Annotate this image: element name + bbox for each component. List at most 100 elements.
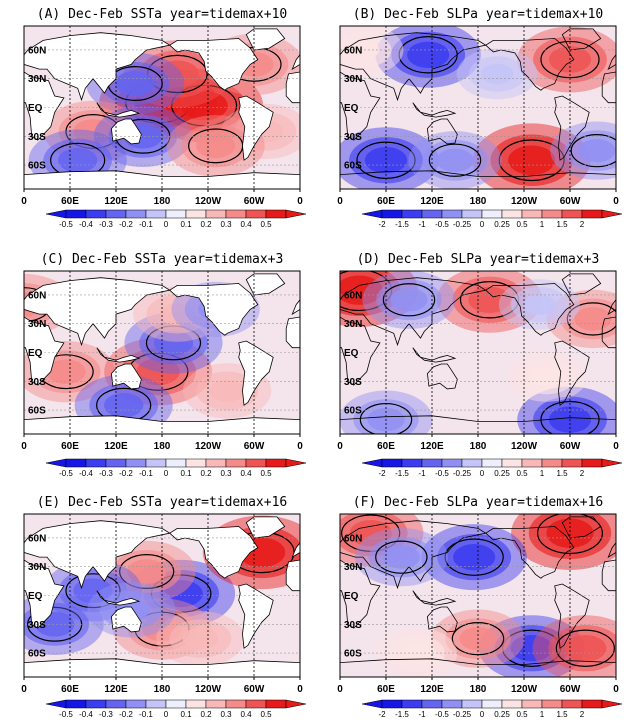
- colorbar-low-arrow: [45, 699, 67, 709]
- x-tick-label: 120E: [104, 196, 128, 207]
- colorbar-label: 0: [164, 710, 169, 719]
- colorbar-label: -2: [378, 469, 386, 478]
- x-tick-label: 60E: [377, 684, 395, 695]
- x-tick-label: 120W: [511, 441, 538, 452]
- colorbar-swatch: [125, 699, 147, 709]
- x-tick-label: 0: [21, 196, 27, 207]
- panel-A: (A) Dec-Feb SSTa year=tidemax+10 0 60E 120E…: [21, 7, 307, 229]
- colorbar-swatch: [265, 699, 287, 709]
- continent-6: [412, 590, 457, 606]
- continent-1: [0, 274, 9, 295]
- colorbar: -0.5 -0.4 -0.3 -0.2 -0.1 0 0.1 0.2 0.3 0.4 0.5: [45, 699, 307, 719]
- colorbar-label: 0.5: [260, 469, 272, 478]
- continent-1: [245, 28, 286, 51]
- colorbar-swatch: [561, 699, 583, 709]
- continent-2: [554, 583, 590, 649]
- panel-F: (F) Dec-Feb SLPa year=tidemax+160 60E 120E…: [337, 495, 623, 719]
- colorbar-label: 0.5: [260, 710, 272, 719]
- anomaly-7-layer-2: [209, 379, 245, 402]
- colorbar-swatch: [65, 458, 87, 468]
- colorbar-high-arrow: [601, 699, 623, 709]
- continent-1: [0, 517, 9, 538]
- colorbar-swatch: [541, 209, 563, 219]
- colorbar-swatch: [581, 458, 603, 468]
- colorbar-swatch: [165, 699, 187, 709]
- x-tick-label: 0: [21, 441, 27, 452]
- anomaly-5-layer-2: [182, 627, 218, 650]
- x-tick-label: 120W: [511, 684, 538, 695]
- colorbar-swatch: [225, 699, 247, 709]
- colorbar-label: -0.5: [435, 220, 449, 229]
- y-tick-label: 60N: [28, 533, 46, 544]
- continent-0: [485, 283, 575, 336]
- colorbar-label: 0.4: [240, 220, 252, 229]
- anomaly-6-layer-2: [73, 578, 113, 603]
- x-tick-label: 0: [337, 441, 343, 452]
- colorbar-swatch: [185, 209, 207, 219]
- colorbar-label: -0.3: [99, 710, 113, 719]
- continent-5: [110, 606, 142, 633]
- x-tick-label: 0: [297, 441, 303, 452]
- colorbar-swatch: [205, 699, 227, 709]
- panel-title: (C) Dec-Feb SSTa year=tidemax+3: [41, 252, 284, 267]
- significance-contour-2: [444, 538, 504, 576]
- colorbar-label: 0.25: [494, 220, 510, 229]
- colorbar-label: 0: [164, 469, 169, 478]
- y-tick-label: EQ: [28, 348, 43, 359]
- colorbar-swatch: [461, 209, 483, 219]
- colorbar-swatch: [481, 458, 503, 468]
- continent-6: [96, 590, 141, 606]
- colorbar-label: 0.3: [220, 469, 232, 478]
- colorbar-swatch: [225, 209, 247, 219]
- colorbar-label: -0.5: [59, 710, 73, 719]
- continent-1: [561, 273, 602, 296]
- anomaly-6-layer-2: [530, 366, 564, 387]
- colorbar-label: -1.5: [395, 469, 409, 478]
- anomaly-2-layer-2: [453, 543, 496, 571]
- x-tick-label: 0: [613, 684, 619, 695]
- continent-0: [169, 526, 259, 579]
- colorbar-label: -0.25: [453, 220, 472, 229]
- colorbar-low-arrow: [45, 458, 67, 468]
- x-tick-label: 120E: [420, 441, 444, 452]
- colorbar-label: 0.2: [200, 710, 212, 719]
- x-tick-label: 120W: [511, 196, 538, 207]
- continent-3: [601, 559, 616, 592]
- anomaly-3-layer-2: [104, 392, 144, 418]
- colorbar-label: -0.4: [79, 220, 93, 229]
- colorbar-swatch: [125, 209, 147, 219]
- x-tick-label: 0: [297, 684, 303, 695]
- colorbar-label: 0: [164, 220, 169, 229]
- colorbar-swatch: [421, 699, 443, 709]
- colorbar-label: -0.3: [99, 220, 113, 229]
- colorbar-swatch: [125, 458, 147, 468]
- x-tick-label: 0: [613, 196, 619, 207]
- significance-contour-1: [540, 40, 600, 79]
- x-tick-label: 180: [470, 196, 487, 207]
- map-area: [24, 26, 300, 189]
- anomaly-9-layer-2: [196, 133, 236, 159]
- significance-contour-0: [537, 514, 603, 555]
- panel-C: (C) Dec-Feb SSTa year=tidemax+3 0 60E 120E 1…: [0, 252, 307, 478]
- anomaly-4-layer-2: [73, 119, 113, 144]
- x-tick-label: 120W: [195, 684, 222, 695]
- colorbar-label: -1.5: [395, 220, 409, 229]
- continent-5: [426, 363, 458, 390]
- y-tick-label: 60S: [344, 406, 362, 417]
- y-tick-label: 60S: [28, 649, 46, 660]
- continent-7: [340, 170, 616, 189]
- colorbar-label: 0.2: [200, 469, 212, 478]
- y-tick-label: 60N: [344, 45, 362, 56]
- y-tick-label: 60N: [28, 45, 46, 56]
- x-tick-label: 60E: [377, 196, 395, 207]
- continent-3: [285, 559, 300, 592]
- colorbar-swatch: [185, 458, 207, 468]
- panel-title: (D) Dec-Feb SLPa year=tidemax+3: [357, 252, 600, 267]
- continent-3: [285, 71, 300, 104]
- colorbar-swatch: [265, 458, 287, 468]
- colorbar-high-arrow: [285, 209, 307, 219]
- colorbar-label: 0.3: [220, 710, 232, 719]
- colorbar-swatch: [401, 209, 423, 219]
- colorbar-label: -0.2: [119, 469, 133, 478]
